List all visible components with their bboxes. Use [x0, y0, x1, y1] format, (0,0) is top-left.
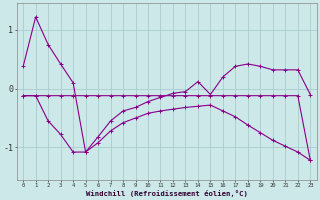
- X-axis label: Windchill (Refroidissement éolien,°C): Windchill (Refroidissement éolien,°C): [86, 190, 248, 197]
